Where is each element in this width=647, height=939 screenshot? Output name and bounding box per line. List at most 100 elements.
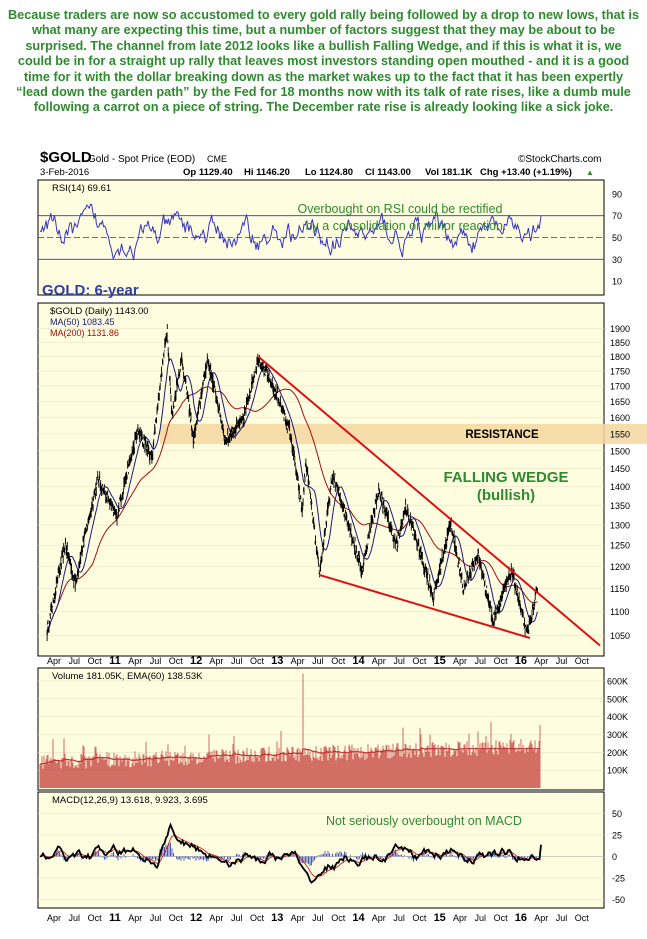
price-line <box>46 324 538 642</box>
price-tick-label: 1550 <box>610 429 630 439</box>
volume-tick-label: 600K <box>607 676 628 686</box>
brand-label: ©StockCharts.com <box>518 154 602 165</box>
rsi-panel: RSI(14) 69.61 Overbought on RSI could be… <box>37 179 622 296</box>
chart-header: $GOLD Gold - Spot Price (EOD) CME ©Stock… <box>40 149 602 178</box>
change-up-icon: ▲ <box>586 168 594 177</box>
volume-tick-label: 100K <box>607 766 628 776</box>
price-tick-label: 1400 <box>610 482 630 492</box>
price-axis: 1050 1100 1150 1200 1250 1300 1350 1400 1450 1500… <box>610 324 630 641</box>
x-tick-label: Oct <box>250 656 265 666</box>
x-tick-label: Apr <box>209 913 223 923</box>
x-tick-label: Jul <box>231 913 243 923</box>
x-tick-label: Apr <box>453 913 467 923</box>
price-tick-label: 1800 <box>610 352 630 362</box>
price-tick-label: 1050 <box>610 631 630 641</box>
x-tick-label: 13 <box>271 912 283 924</box>
x-tick-label: Apr <box>372 913 386 923</box>
x-tick-label: Oct <box>88 656 103 666</box>
x-tick-label: Apr <box>291 913 305 923</box>
x-tick-label: Jul <box>69 656 81 666</box>
volume-tick-label: 400K <box>607 712 628 722</box>
macd-tick-label: -25 <box>612 874 625 884</box>
rsi-tick-label: 10 <box>612 277 622 287</box>
intro-text-box: Because traders are now so accustomed to… <box>8 8 639 144</box>
price-tick-label: 1650 <box>610 397 630 407</box>
macd-legend: MACD(12,26,9) 13.618, 9.923, 3.695 <box>52 795 208 806</box>
x-tick-label: Apr <box>291 656 305 666</box>
ma50-line <box>46 358 538 636</box>
x-tick-label: Jul <box>312 656 324 666</box>
volume-bars <box>39 673 541 788</box>
rsi-note-line2: by a consolidation or minor reaction. <box>306 219 507 233</box>
macd-line <box>39 822 542 884</box>
x-tick-label: Apr <box>47 913 61 923</box>
x-tick-label: Oct <box>331 913 346 923</box>
price-tick-label: 1350 <box>610 501 630 511</box>
price-tick-label: 1850 <box>610 338 630 348</box>
rsi-line <box>39 203 542 261</box>
price-tick-label: 1100 <box>610 607 629 617</box>
volume-ema-line <box>39 747 540 765</box>
x-tick-label: Oct <box>494 913 509 923</box>
x-tick-label: 12 <box>190 912 202 924</box>
x-tick-label: Jul <box>475 656 487 666</box>
x-tick-label: Oct <box>494 656 509 666</box>
macd-tick-label: 50 <box>612 809 622 819</box>
price-legend-ma50: MA(50) 1083.45 <box>50 317 115 327</box>
x-tick-label: Apr <box>453 656 467 666</box>
price-tick-label: 1700 <box>610 382 630 392</box>
x-tick-label: Jul <box>475 913 487 923</box>
volume-value: Vol 181.1K <box>425 167 472 178</box>
ma200-line <box>46 386 538 636</box>
rsi-tick-label: 30 <box>612 255 622 265</box>
wedge-title: FALLING WEDGE <box>444 469 569 486</box>
resistance-label: RESISTANCE <box>465 429 539 441</box>
price-legend-ma200: MA(200) 1131.86 <box>50 328 119 338</box>
x-tick-label: Jul <box>231 656 243 666</box>
resistance-band <box>160 423 647 444</box>
instrument-name: Gold - Spot Price (EOD) <box>88 154 195 165</box>
x-tick-label: Oct <box>331 656 346 666</box>
rsi-axis: 10 30 50 70 90 <box>612 189 622 286</box>
wedge-trendline <box>257 355 601 647</box>
x-tick-label: 15 <box>434 655 446 667</box>
x-tick-label: Jul <box>150 656 162 666</box>
high-value: Hi 1146.20 <box>244 167 290 178</box>
macd-tick-label: 0 <box>612 852 617 862</box>
x-tick-label: Apr <box>534 656 548 666</box>
change-value: Chg +13.40 (+1.19%) <box>480 167 572 178</box>
x-tick-label: Apr <box>128 656 142 666</box>
volume-axis: 100K 200K 300K 400K 500K 600K <box>607 676 628 775</box>
price-tick-label: 1600 <box>610 413 630 423</box>
x-tick-label: 15 <box>434 912 446 924</box>
volume-tick-label: 300K <box>607 730 628 740</box>
date-label: 3-Feb-2016 <box>40 167 89 178</box>
price-panel-bg <box>37 302 605 657</box>
x-tick-label: 13 <box>271 655 283 667</box>
x-tick-label: Apr <box>534 913 548 923</box>
exchange-label: CME <box>207 154 227 164</box>
x-tick-label: 14 <box>352 912 365 924</box>
price-tick-label: 1150 <box>610 584 629 594</box>
price-tick-label: 1250 <box>610 541 630 551</box>
macd-axis: -50 -25 0 25 50 <box>612 809 625 905</box>
price-tick-label: 1450 <box>610 464 630 474</box>
x-tick-label: 12 <box>190 655 202 667</box>
rsi-note-line1: Overbought on RSI could be rectified <box>298 202 503 216</box>
x-tick-label: Apr <box>372 656 386 666</box>
x-tick-label: Oct <box>88 913 103 923</box>
macd-tick-label: -50 <box>612 895 625 905</box>
x-tick-label: Apr <box>128 913 142 923</box>
price-tick-label: 1200 <box>610 562 630 572</box>
rsi-legend: RSI(14) 69.61 <box>52 183 111 194</box>
macd-tick-label: 25 <box>612 830 622 840</box>
price-x-axis: Apr Jul Oct 11 Apr Jul Oct 12 Apr Jul Oct 13 Apr Jul O… <box>47 655 589 667</box>
x-tick-label: Oct <box>250 913 265 923</box>
x-tick-label: 11 <box>109 912 121 924</box>
price-legend-gold: $GOLD (Daily) 1143.00 <box>50 306 149 317</box>
x-tick-label: Oct <box>575 913 590 923</box>
low-value: Lo 1124.80 <box>305 167 353 178</box>
x-tick-label: Jul <box>69 913 81 923</box>
gold-title: GOLD: 6-year <box>42 282 139 299</box>
